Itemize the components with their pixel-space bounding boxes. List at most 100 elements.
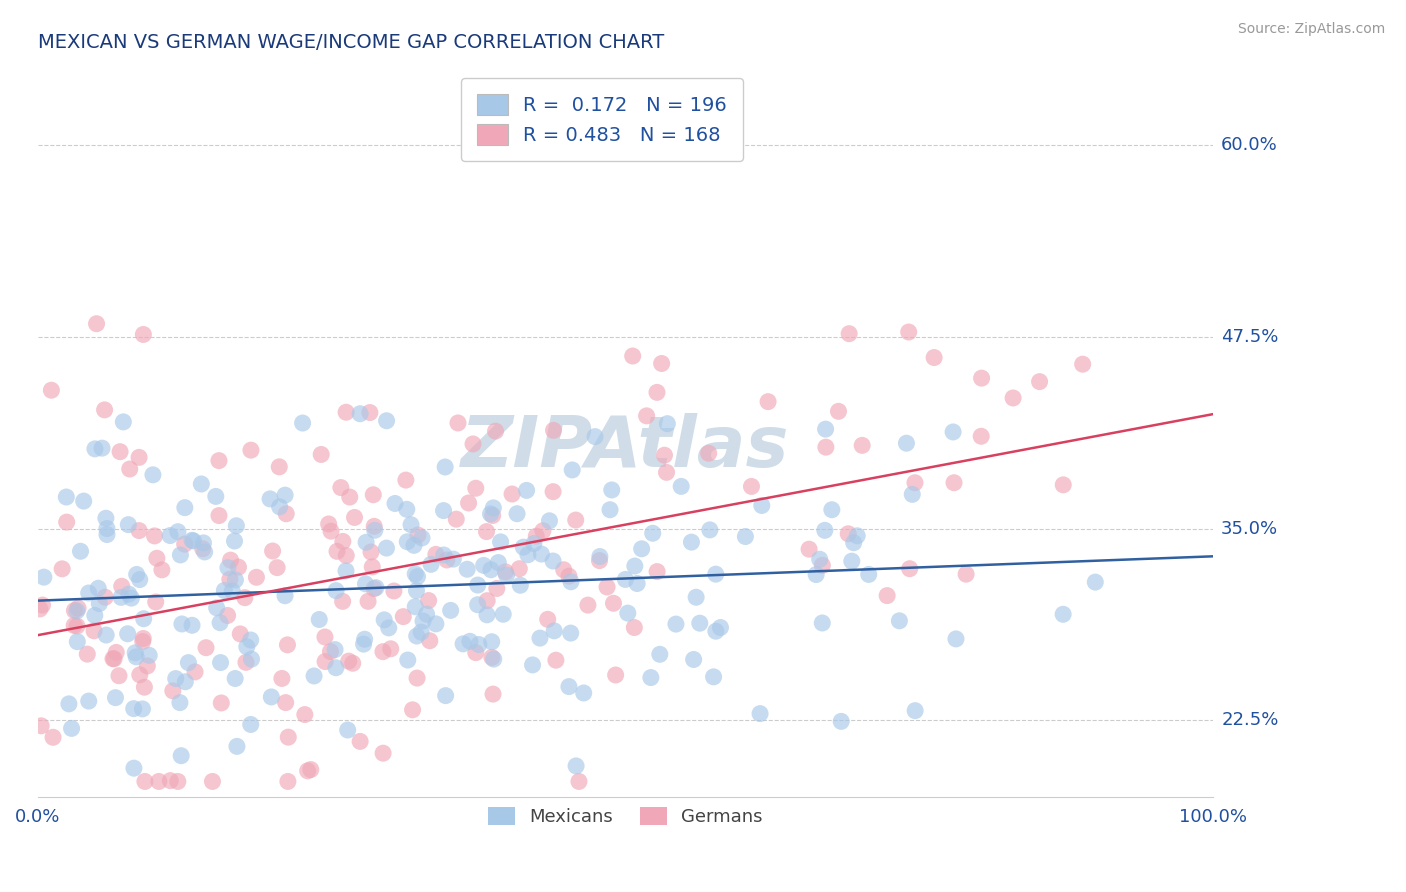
- Point: [326, 544, 349, 558]
- Point: [337, 654, 360, 668]
- Point: [217, 608, 239, 623]
- Point: [626, 576, 648, 591]
- Point: [169, 548, 191, 562]
- Point: [395, 502, 418, 516]
- Point: [560, 626, 582, 640]
- Point: [655, 466, 678, 480]
- Point: [332, 534, 354, 549]
- Point: [77, 694, 100, 708]
- Point: [349, 734, 371, 748]
- Point: [128, 450, 150, 465]
- Point: [87, 581, 110, 595]
- Point: [314, 630, 336, 644]
- Point: [395, 473, 418, 487]
- Point: [654, 448, 676, 462]
- Point: [184, 665, 207, 679]
- Text: 35.0%: 35.0%: [1222, 519, 1278, 538]
- Point: [319, 644, 342, 658]
- Point: [558, 680, 581, 694]
- Point: [299, 763, 322, 777]
- Point: [538, 514, 561, 528]
- Point: [458, 634, 481, 648]
- Point: [165, 672, 187, 686]
- Point: [60, 722, 83, 736]
- Point: [401, 703, 423, 717]
- Point: [814, 422, 837, 436]
- Point: [481, 508, 503, 523]
- Point: [132, 327, 155, 342]
- Point: [1071, 357, 1094, 371]
- Point: [827, 404, 849, 418]
- Point: [901, 487, 924, 501]
- Point: [297, 764, 319, 778]
- Point: [481, 650, 503, 665]
- Point: [636, 409, 658, 423]
- Point: [335, 405, 357, 419]
- Point: [406, 569, 429, 583]
- Point: [797, 542, 820, 557]
- Point: [259, 491, 281, 506]
- Point: [167, 524, 190, 539]
- Point: [233, 591, 256, 605]
- Point: [146, 551, 169, 566]
- Point: [128, 668, 150, 682]
- Point: [599, 502, 621, 516]
- Point: [904, 475, 927, 490]
- Point: [183, 533, 205, 548]
- Point: [531, 524, 554, 538]
- Point: [277, 774, 299, 789]
- Point: [617, 606, 640, 620]
- Point: [485, 582, 508, 596]
- Point: [373, 613, 395, 627]
- Point: [96, 628, 118, 642]
- Point: [245, 570, 267, 584]
- Point: [360, 545, 382, 559]
- Point: [276, 507, 298, 521]
- Point: [108, 444, 131, 458]
- Point: [83, 624, 105, 638]
- Point: [970, 371, 993, 385]
- Point: [464, 481, 486, 495]
- Point: [651, 357, 673, 371]
- Point: [357, 594, 380, 608]
- Point: [589, 549, 612, 564]
- Point: [396, 653, 419, 667]
- Point: [522, 657, 544, 672]
- Point: [132, 612, 155, 626]
- Point: [418, 593, 440, 607]
- Point: [30, 719, 52, 733]
- Point: [224, 672, 246, 686]
- Point: [229, 627, 252, 641]
- Point: [195, 640, 218, 655]
- Point: [136, 659, 159, 673]
- Point: [325, 661, 347, 675]
- Point: [751, 499, 773, 513]
- Point: [104, 690, 127, 705]
- Point: [697, 446, 720, 460]
- Point: [319, 524, 342, 538]
- Point: [239, 443, 262, 458]
- Point: [432, 503, 454, 517]
- Point: [399, 517, 422, 532]
- Point: [669, 479, 692, 493]
- Point: [240, 652, 263, 666]
- Point: [808, 552, 831, 566]
- Point: [31, 598, 53, 612]
- Point: [479, 563, 502, 577]
- Point: [145, 595, 167, 609]
- Point: [704, 624, 727, 639]
- Point: [621, 349, 644, 363]
- Point: [467, 598, 489, 612]
- Point: [191, 541, 214, 556]
- Point: [482, 500, 505, 515]
- Point: [838, 326, 860, 341]
- Point: [489, 535, 512, 549]
- Point: [837, 526, 859, 541]
- Point: [942, 425, 965, 439]
- Point: [219, 553, 242, 567]
- Point: [436, 553, 458, 567]
- Point: [602, 596, 624, 610]
- Point: [226, 739, 249, 754]
- Point: [846, 529, 869, 543]
- Point: [329, 481, 352, 495]
